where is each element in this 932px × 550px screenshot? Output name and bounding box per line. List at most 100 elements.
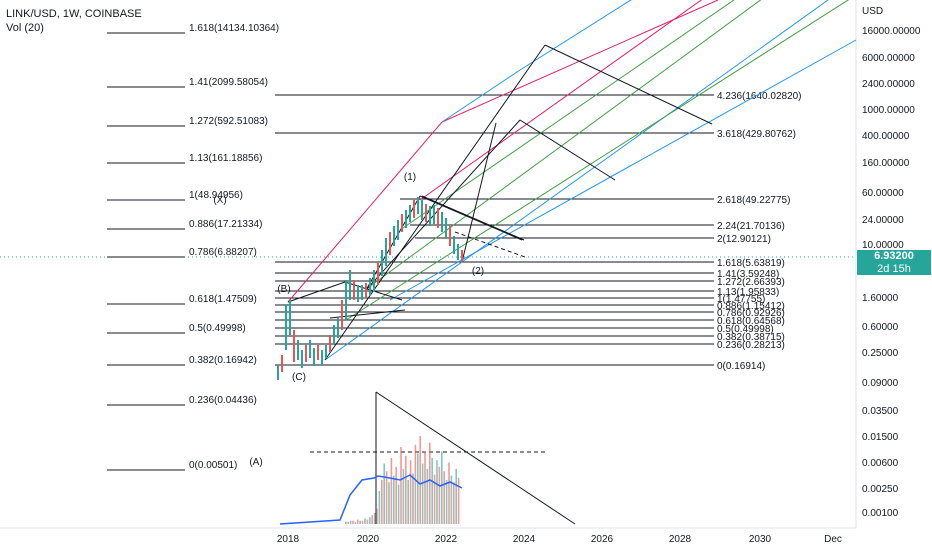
wave-label: (2): [472, 266, 484, 277]
price-axis-label: 10.00000: [862, 240, 904, 251]
fib-right-label: 2.24(21.70136): [717, 221, 785, 232]
fib-right-label: 2(12.90121): [717, 234, 771, 245]
volume-indicator-label[interactable]: Vol (20): [6, 22, 44, 34]
fib-left-label: 1.618(14134.10364): [189, 23, 279, 34]
price-axis-label: 2400.00000: [862, 79, 915, 90]
volume-bar: [383, 463, 385, 524]
volume-bar: [417, 453, 419, 524]
trendline: [461, 122, 497, 263]
pitchfork-blue-line: [324, 0, 829, 361]
volume-bar: [395, 466, 397, 524]
time-axis-label: 2026: [591, 534, 614, 545]
volume-bar: [347, 521, 349, 524]
fib-left-label: 0.618(1.47509): [189, 294, 257, 305]
fib-right-label: 1.618(5.63819): [717, 258, 785, 269]
price-axis-label: 1000.00000: [862, 105, 915, 116]
fib-left-label: 1(48.94956): [189, 190, 243, 201]
fib-left-label: 0.886(17.21334): [189, 219, 262, 230]
fib-right-label: 1.41(3.59248): [717, 269, 779, 280]
fib-left-label: 0.786(6.88207): [189, 247, 257, 258]
fib-right-label: 0.236(0.28213): [717, 340, 785, 351]
fib-left-label: 0.236(0.04436): [189, 395, 257, 406]
volume-bar: [357, 519, 359, 524]
price-axis-label: 0.00100: [862, 508, 899, 519]
volume-bar: [373, 513, 376, 524]
volume-bar: [448, 462, 450, 524]
time-axis-label: 2028: [669, 534, 692, 545]
volume-bar: [345, 521, 347, 524]
volume-bar: [369, 517, 371, 524]
pitchfork-blue-line: [519, 0, 632, 71]
price-axis-label: 1.60000: [862, 293, 899, 304]
price-axis-label: 0.25000: [862, 348, 899, 359]
volume-bar: [455, 469, 457, 524]
trendline: [419, 195, 523, 241]
volume-bar: [419, 436, 421, 524]
price-axis-label: 0.01500: [862, 432, 899, 443]
price-axis-label: 0.60000: [862, 322, 899, 333]
price-axis-label: 24.00000: [862, 215, 904, 226]
volume-bar: [433, 474, 436, 524]
pitchfork-green-line: [364, 0, 762, 291]
price-axis-label: 160.00000: [862, 158, 910, 169]
wave-label: (C): [292, 372, 306, 383]
price-axis-label: 0.03500: [862, 406, 899, 417]
fib-right-label: 1(1.47755): [717, 294, 765, 305]
time-axis-label: 2024: [513, 534, 536, 545]
fib-right-label: 0.786(0.92926): [717, 308, 785, 319]
volume-bar: [359, 520, 361, 524]
volume-bar: [445, 480, 448, 524]
fib-right-label: 0.5(0.49998): [717, 324, 774, 335]
volume-bar: [436, 460, 438, 524]
volume-bar: [397, 484, 400, 524]
fib-right-label: 0.618(0.64568): [717, 316, 785, 327]
wave-label: (1): [404, 172, 416, 183]
wave-label: (B): [277, 284, 290, 295]
volume-bar: [450, 475, 453, 524]
time-axis-label: 2020: [357, 534, 380, 545]
volume-bar: [409, 460, 412, 524]
fib-left-label: 1.13(161.18856): [189, 153, 262, 164]
time-axis-label: 2018: [277, 534, 300, 545]
fib-right-label: 0.382(0.38715): [717, 332, 785, 343]
volume-bar: [414, 444, 417, 524]
projection-dashed: [454, 231, 526, 258]
price-axis-currency: USD: [862, 6, 883, 17]
volume-bar: [378, 491, 381, 524]
volume-bar: [407, 480, 409, 524]
volume-bar: [390, 458, 393, 524]
bar-countdown: 2d 15h: [857, 263, 931, 275]
fib-right-label: 3.618(429.80762): [717, 129, 796, 140]
price-axis-label: 400.00000: [862, 131, 910, 142]
fib-left-label: 1.41(2099.58054): [189, 77, 268, 88]
volume-bar: [366, 519, 369, 524]
trendline: [287, 281, 346, 303]
volume-bar: [376, 508, 378, 524]
volume-bar: [443, 471, 445, 524]
volume-bar: [457, 477, 460, 524]
price-axis-label: 60.00000: [862, 188, 904, 199]
volume-bar: [393, 475, 395, 524]
fib-right-label: 0(0.16914): [717, 361, 765, 372]
volume-bar: [364, 518, 366, 524]
trendline: [519, 119, 616, 181]
volume-bar: [431, 458, 433, 524]
volume-bar: [400, 447, 402, 524]
volume-bar: [426, 469, 429, 524]
time-axis-label: Dec: [824, 534, 842, 545]
pitchfork-green-line: [399, 0, 735, 231]
volume-trendline: [375, 391, 576, 525]
volume-bar: [412, 473, 414, 524]
price-axis-label: 0.09000: [862, 378, 899, 389]
fib-left-label: 0.5(0.49998): [189, 323, 246, 334]
fib-left-label: 0.382(0.16942): [189, 355, 257, 366]
fib-left-label: 1.272(592.51083): [189, 116, 268, 127]
volume-bar: [421, 463, 424, 524]
volume-bar: [385, 471, 388, 524]
volume-bar: [381, 480, 383, 524]
volume-bar: [371, 515, 373, 524]
volume-bar: [388, 482, 390, 524]
fib-right-label: 0.886(1.15412): [717, 301, 785, 312]
wave-label: (X): [213, 195, 226, 206]
